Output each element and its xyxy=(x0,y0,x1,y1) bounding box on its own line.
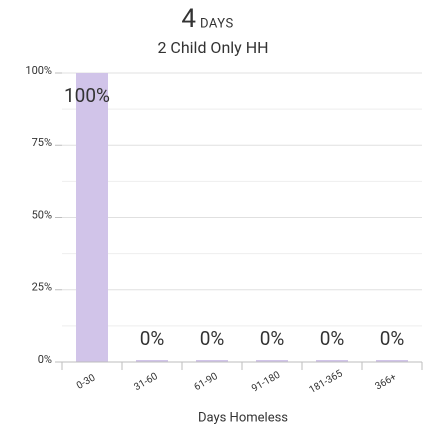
x-tick-label: 91-180 xyxy=(250,369,283,394)
bar xyxy=(316,360,348,362)
y-tick-label: 75% xyxy=(32,136,52,149)
y-tick-label: 50% xyxy=(32,208,52,221)
x-tick-label: 61-90 xyxy=(192,371,220,393)
bar xyxy=(76,73,108,362)
chart-subtitle: 2 Child Only HH xyxy=(157,38,268,57)
x-tick-label: 0-30 xyxy=(75,372,98,392)
x-tick-label: 181-365 xyxy=(308,368,345,396)
x-tick-label: 31-60 xyxy=(132,371,160,393)
bar xyxy=(256,360,288,362)
x-axis-label: Days Homeless xyxy=(198,410,288,425)
value-label: 0% xyxy=(140,327,165,350)
x-tick-label: 366+ xyxy=(374,372,399,393)
value-label: 0% xyxy=(320,327,345,350)
y-tick-label: 0% xyxy=(38,353,52,366)
value-label: 0% xyxy=(200,327,225,350)
y-tick-label: 25% xyxy=(32,281,52,294)
bar xyxy=(136,360,168,362)
value-label: 0% xyxy=(260,327,285,350)
value-label: 100% xyxy=(64,84,110,107)
value-label: 0% xyxy=(380,327,405,350)
bar xyxy=(196,360,228,362)
chart-title: 4 xyxy=(181,4,196,34)
bar xyxy=(376,360,408,362)
chart-title-unit: DAYS xyxy=(200,16,234,31)
y-tick-label: 100% xyxy=(25,64,52,77)
